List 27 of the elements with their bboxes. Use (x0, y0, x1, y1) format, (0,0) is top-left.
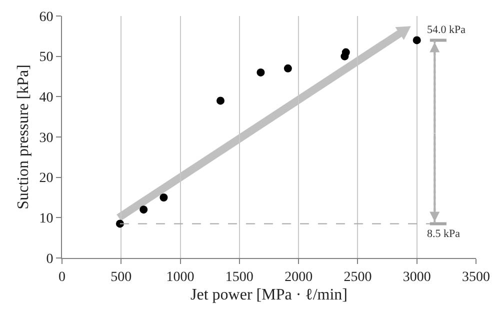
point (412, 36, 421, 44)
x-tick-label: 2000 (284, 270, 313, 285)
annotation: 8.5 kPa (427, 228, 460, 240)
y-tick-label: 0 (46, 252, 54, 267)
point (256, 68, 265, 76)
x-tick-label: 3500 (462, 270, 490, 285)
point (216, 96, 224, 105)
x-axis-title: Jet power [MPa · ℓ/min] (190, 286, 348, 304)
point (342, 48, 350, 56)
x-tick-label: 1000 (166, 270, 194, 285)
y-tick-label: 10 (39, 212, 54, 227)
point (116, 220, 124, 228)
point (140, 206, 148, 214)
annotation: 54.0 kPa (427, 24, 466, 36)
y-tick-label: 60 (39, 10, 54, 25)
x-tick-label: 3000 (402, 270, 431, 285)
x-tick-label: 500 (110, 270, 132, 285)
y-tick-label: 40 (39, 90, 54, 106)
y-tick-label: 30 (39, 130, 54, 146)
x-tick-label: 2500 (344, 270, 372, 285)
y-tick-label: 50 (39, 50, 54, 66)
x-tick-label: 0 (58, 270, 66, 285)
y-axis-title: Suction pressure [kPa] (15, 64, 32, 210)
point (160, 194, 168, 202)
point (284, 64, 292, 72)
x-tick-label: 1500 (225, 270, 254, 285)
y-tick-label: 20 (39, 171, 54, 186)
